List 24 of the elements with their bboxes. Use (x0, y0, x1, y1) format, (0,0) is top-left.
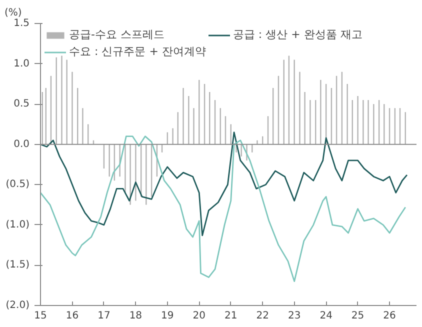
legend-label: 수요 : 신규주문 + 잔여계약 (69, 44, 206, 59)
x-tick-label: 20 (192, 310, 206, 322)
legend-label: 공급 : 생산 + 완성품 재고 (232, 27, 362, 42)
y-tick-label: (2.0) (6, 300, 30, 311)
y-tick-label: 0.5 (14, 98, 30, 110)
y-tick-label: (0.5) (6, 179, 30, 190)
x-tick-label: 25 (351, 310, 364, 322)
y-tick-label: (1.5) (6, 260, 30, 271)
x-tick-label: 26 (383, 310, 396, 322)
x-tick-label: 16 (66, 310, 79, 322)
y-tick-label: (1.0) (6, 219, 30, 230)
y-tick-label: 1.0 (14, 58, 30, 70)
x-tick-label: 23 (288, 310, 301, 322)
x-tick-label: 19 (161, 310, 174, 322)
y-tick-label: 0.0 (14, 138, 30, 150)
x-tick-label: 17 (98, 310, 110, 322)
x-tick-label: 18 (129, 310, 142, 322)
x-tick-label: 15 (34, 310, 47, 322)
legend-label: 공급-수요 스프레드 (69, 27, 164, 42)
y-tick-label: 1.5 (14, 18, 30, 29)
x-tick-label: 24 (320, 310, 332, 322)
x-tick-label: 22 (256, 310, 269, 322)
y-axis-title: (%) (4, 8, 22, 18)
x-tick-label: 21 (224, 310, 238, 322)
